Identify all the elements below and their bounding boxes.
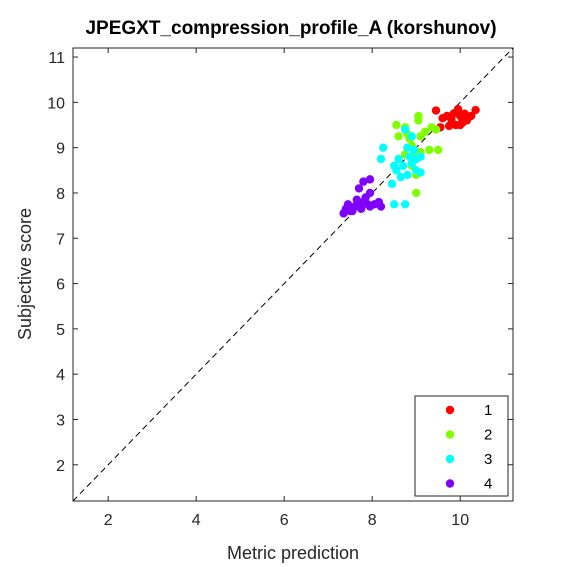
data-point-series-3	[396, 172, 405, 182]
data-point-series-1	[445, 121, 454, 131]
data-point-series-1	[447, 115, 456, 124]
data-point-series-3	[398, 161, 408, 170]
data-point-series-2	[425, 145, 434, 155]
data-point-series-2	[431, 125, 441, 134]
data-point-series-3	[403, 143, 412, 152]
data-point-series-3	[409, 145, 419, 155]
data-point-series-3	[403, 170, 412, 180]
y-tick-label: 9	[56, 141, 65, 158]
y-tick-label: 4	[56, 367, 65, 384]
data-point-series-2	[412, 188, 421, 198]
plot-area: 2 4 6 8 10 2 3 4 5 6 7 8 9 10 11	[47, 47, 514, 529]
legend-marker-2	[445, 430, 455, 439]
y-tick-label: 11	[48, 50, 65, 67]
data-point-series-2	[416, 132, 425, 141]
data-point-series-4	[354, 184, 364, 193]
data-point-series-3	[401, 125, 410, 134]
data-point-series-4	[357, 204, 366, 214]
legend-label-4: 4	[484, 476, 492, 493]
x-axis-label: Metric prediction	[227, 543, 359, 563]
y-tick-label: 8	[56, 186, 65, 203]
data-point-series-1	[467, 111, 476, 121]
chart-title: JPEGXT_compression_profile_A (korshunov)	[85, 18, 496, 39]
data-point-series-2	[434, 145, 443, 155]
data-point-series-4	[365, 188, 375, 198]
legend-marker-3	[445, 454, 455, 464]
x-tick-label: 6	[280, 512, 289, 529]
data-point-series-4	[343, 200, 353, 209]
data-point-series-3	[405, 152, 414, 161]
data-point-series-2	[392, 120, 401, 130]
legend-marker-4	[445, 479, 455, 488]
legend-label-2: 2	[484, 427, 492, 444]
data-point-series-3	[394, 154, 403, 164]
y-axis-ticks: 2 3 4 5 6 7 8 9 10 11	[47, 50, 513, 475]
legend: 1 2 3 4	[414, 395, 509, 497]
x-tick-label: 4	[192, 512, 201, 529]
legend-label-1: 1	[484, 402, 492, 419]
legend-marker-1	[445, 405, 455, 415]
x-tick-label: 8	[368, 512, 377, 529]
reference-line	[72, 47, 514, 502]
data-point-series-3	[376, 154, 386, 164]
data-point-series-3	[390, 161, 399, 170]
data-point-series-2	[414, 116, 423, 125]
data-point-series-3	[412, 154, 421, 164]
y-tick-label: 6	[56, 277, 65, 294]
x-tick-label: 2	[104, 512, 113, 529]
data-point-series-3	[390, 200, 399, 209]
data-point-series-3	[401, 200, 410, 209]
legend-box	[414, 395, 509, 497]
y-tick-label: 2	[56, 458, 65, 475]
data-point-series-4	[359, 177, 368, 186]
data-point-series-2	[394, 132, 403, 141]
data-point-series-3	[379, 143, 388, 152]
y-tick-label: 3	[56, 412, 65, 429]
data-point-series-3	[416, 168, 425, 177]
data-point-series-4	[376, 202, 386, 211]
x-tick-label: 10	[451, 512, 469, 529]
y-axis-label: Subjective score	[15, 208, 35, 340]
data-point-series-1	[431, 106, 441, 115]
legend-label-3: 3	[484, 451, 492, 468]
data-point-series-1	[458, 116, 467, 125]
y-tick-label: 5	[56, 322, 65, 339]
data-points	[339, 104, 480, 218]
y-tick-label: 10	[47, 95, 65, 112]
data-point-series-3	[407, 132, 416, 141]
data-point-series-4	[348, 206, 357, 216]
data-point-series-1	[471, 105, 480, 115]
x-axis-ticks: 2 4 6 8 10	[104, 48, 469, 529]
y-tick-label: 7	[56, 231, 65, 248]
data-point-series-4	[365, 175, 375, 184]
data-point-series-4	[352, 195, 361, 204]
data-point-series-1	[453, 104, 463, 114]
data-point-series-3	[387, 179, 397, 189]
